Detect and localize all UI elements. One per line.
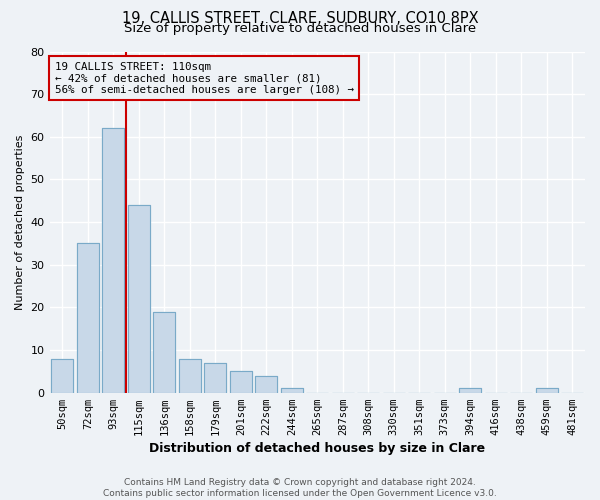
Y-axis label: Number of detached properties: Number of detached properties — [15, 134, 25, 310]
Text: Size of property relative to detached houses in Clare: Size of property relative to detached ho… — [124, 22, 476, 35]
Bar — [154, 312, 175, 392]
Bar — [460, 388, 481, 392]
Bar — [77, 244, 98, 392]
Bar — [52, 358, 73, 392]
Bar — [256, 376, 277, 392]
Bar — [179, 358, 200, 392]
Bar — [52, 358, 73, 392]
Bar — [281, 388, 302, 392]
Bar — [179, 358, 200, 392]
Bar — [230, 372, 251, 392]
Bar — [230, 372, 251, 392]
Bar — [77, 244, 98, 392]
Bar — [205, 363, 226, 392]
Text: 19, CALLIS STREET, CLARE, SUDBURY, CO10 8PX: 19, CALLIS STREET, CLARE, SUDBURY, CO10 … — [122, 11, 478, 26]
Bar — [281, 388, 302, 392]
Bar — [536, 388, 557, 392]
Text: Contains HM Land Registry data © Crown copyright and database right 2024.
Contai: Contains HM Land Registry data © Crown c… — [103, 478, 497, 498]
Text: 19 CALLIS STREET: 110sqm
← 42% of detached houses are smaller (81)
56% of semi-d: 19 CALLIS STREET: 110sqm ← 42% of detach… — [55, 62, 354, 95]
Bar — [536, 388, 557, 392]
Bar — [128, 205, 149, 392]
Bar — [460, 388, 481, 392]
Bar — [256, 376, 277, 392]
Bar — [103, 128, 124, 392]
Bar — [154, 312, 175, 392]
Bar — [103, 128, 124, 392]
Bar — [205, 363, 226, 392]
Bar — [128, 205, 149, 392]
X-axis label: Distribution of detached houses by size in Clare: Distribution of detached houses by size … — [149, 442, 485, 455]
